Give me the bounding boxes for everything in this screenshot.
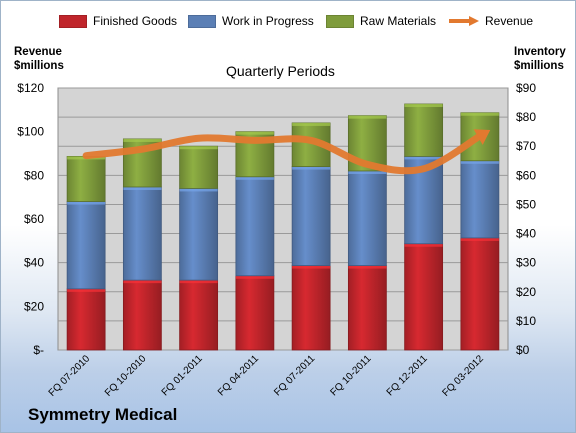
bar-work-in-progress [179, 188, 219, 281]
category-label: FQ 12-2011 [385, 353, 430, 398]
bar-top-highlight [235, 176, 274, 180]
legend-raw-materials: Raw Materials [326, 14, 436, 28]
bar-top-highlight [404, 104, 443, 108]
left-axis-title-line2: $millions [14, 60, 64, 72]
legend-swatch-raw-materials [326, 14, 354, 28]
bar-top-highlight [179, 188, 218, 192]
legend-swatch-work-in-progress [188, 14, 216, 28]
bar-finished-goods [291, 265, 331, 351]
bar-top-highlight [179, 280, 218, 284]
right-axis-tick-label: $90 [516, 81, 536, 95]
left-axis-title-line1: Revenue [14, 46, 62, 58]
category-label: FQ 01-2011 [160, 353, 205, 398]
revenue-arrowhead [473, 129, 491, 145]
right-axis-tick-label: $20 [516, 285, 536, 299]
right-axis-title: Inventory $millions [514, 45, 566, 73]
right-axis-tick-label: $30 [516, 256, 536, 270]
right-axis-title-line1: Inventory [514, 46, 566, 58]
left-axis-tick-label: $100 [17, 125, 44, 139]
bar-work-in-progress [347, 170, 387, 266]
left-axis-tick-label: $80 [24, 168, 44, 182]
bar-top-highlight [404, 243, 443, 247]
right-axis-tick-label: $70 [516, 139, 536, 153]
bar-finished-goods [404, 243, 444, 351]
bar-top-highlight [235, 275, 274, 279]
left-axis-tick-label: $40 [24, 256, 44, 270]
category-label: FQ 07-2010 [47, 353, 93, 399]
bar-top-highlight [460, 112, 499, 116]
right-axis-tick-label: $80 [516, 110, 536, 124]
category-label: FQ 07-2011 [272, 353, 317, 398]
bar-top-highlight [460, 160, 499, 164]
bar-top-highlight [123, 186, 162, 190]
legend-swatch-finished-goods [59, 14, 87, 28]
legend-work-in-progress: Work in Progress [188, 14, 314, 28]
bar-top-highlight [67, 201, 106, 205]
bar-top-highlight [348, 115, 387, 119]
bar-top-highlight [179, 146, 218, 150]
bar-work-in-progress [235, 176, 275, 277]
bar-top-highlight [67, 288, 106, 292]
bar-finished-goods [347, 265, 387, 351]
bar-finished-goods [122, 279, 162, 351]
legend-label-finished-goods: Finished Goods [93, 14, 178, 28]
category-label: FQ 10-2011 [329, 353, 374, 398]
bar-work-in-progress [460, 160, 500, 239]
left-axis-tick-label: $- [33, 343, 44, 357]
left-axis-tick-label: $60 [24, 212, 44, 226]
bar-finished-goods [460, 237, 500, 351]
legend-label-work-in-progress: Work in Progress [222, 14, 314, 28]
legend-label-raw-materials: Raw Materials [360, 14, 437, 28]
bar-top-highlight [292, 166, 331, 170]
bar-top-highlight [348, 265, 387, 269]
revenue-line [82, 132, 484, 175]
bar-top-highlight [404, 156, 443, 160]
bar-raw-materials [179, 145, 219, 189]
right-axis-tick-label: $50 [516, 197, 536, 211]
legend-swatch-revenue [449, 16, 479, 26]
bar-work-in-progress [122, 186, 162, 281]
category-label: FQ 10-2010 [103, 353, 149, 399]
bar-work-in-progress [291, 166, 331, 266]
right-axis-title-line2: $millions [514, 60, 564, 72]
bar-raw-materials [404, 103, 444, 157]
right-axis-tick-label: $0 [516, 343, 530, 357]
category-label: FQ 03-2012 [440, 353, 486, 399]
legend-label-revenue: Revenue [485, 14, 534, 28]
bar-finished-goods [235, 275, 275, 351]
chart-title: Quarterly Periods [226, 63, 335, 79]
bar-top-highlight [348, 170, 387, 174]
bar-raw-materials [66, 156, 106, 202]
bar-top-highlight [123, 138, 162, 142]
bar-top-highlight [292, 265, 331, 269]
left-axis-title: Revenue $millions [14, 45, 64, 73]
legend-finished-goods: Finished Goods [59, 14, 177, 28]
left-axis-tick-label: $120 [17, 81, 44, 95]
left-axis-tick-label: $20 [24, 299, 44, 313]
company-name: Symmetry Medical [28, 405, 178, 424]
bar-top-highlight [460, 237, 499, 241]
bar-work-in-progress [66, 201, 106, 290]
category-label: FQ 04-2011 [216, 353, 261, 398]
bar-top-highlight [235, 131, 274, 135]
bar-top-highlight [292, 122, 331, 126]
right-axis-tick-label: $10 [516, 314, 536, 328]
bar-finished-goods [66, 288, 106, 351]
right-axis-tick-label: $40 [516, 227, 536, 241]
right-axis-tick-label: $60 [516, 168, 536, 182]
bar-top-highlight [123, 280, 162, 284]
legend-revenue: Revenue [447, 14, 533, 28]
bar-finished-goods [179, 279, 219, 351]
